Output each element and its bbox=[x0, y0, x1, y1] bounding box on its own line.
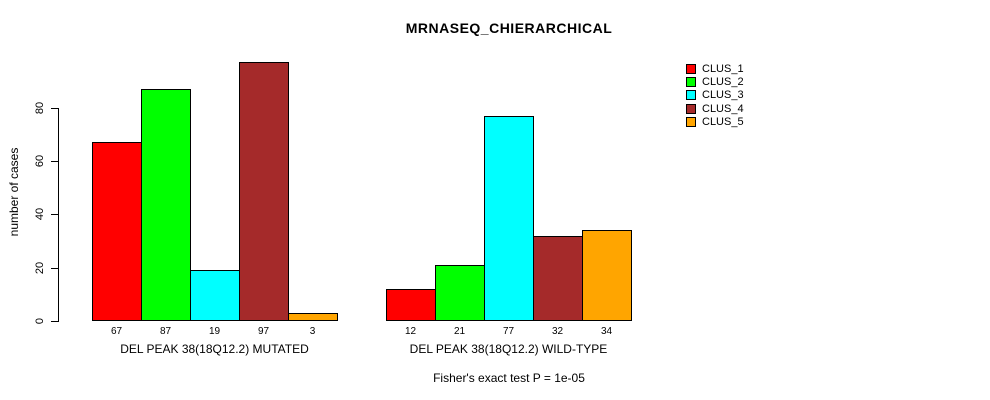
legend-label: CLUS_1 bbox=[702, 62, 744, 75]
y-axis-tick bbox=[51, 321, 58, 322]
bar-CLUS_1-group1 bbox=[92, 142, 142, 321]
bar-CLUS_5-group2 bbox=[582, 230, 632, 321]
y-axis-tick-label: 20 bbox=[34, 261, 46, 274]
legend-swatch-CLUS_4 bbox=[686, 103, 696, 114]
y-axis-tick-label: 40 bbox=[34, 208, 46, 221]
legend-swatch-CLUS_3 bbox=[686, 90, 696, 101]
y-axis-line bbox=[58, 107, 59, 322]
legend-item-CLUS_1: CLUS_1 bbox=[686, 62, 744, 75]
bar-value-label: 97 bbox=[257, 326, 270, 337]
bar-CLUS_4-group1 bbox=[239, 62, 289, 321]
y-axis-tick-label: 60 bbox=[34, 154, 46, 168]
y-axis-tick-label: 80 bbox=[34, 101, 46, 114]
fisher-test-annotation: Fisher's exact test P = 1e-05 bbox=[433, 371, 585, 385]
legend-label: CLUS_5 bbox=[702, 116, 744, 129]
bar-CLUS_5-group1 bbox=[288, 313, 338, 321]
bar-value-label: 67 bbox=[110, 326, 123, 337]
bar-value-label: 32 bbox=[551, 326, 564, 337]
bar-value-label: 77 bbox=[502, 326, 515, 337]
chart-title: MRNASEQ_CHIERARCHICAL bbox=[405, 20, 613, 36]
y-axis-tick bbox=[51, 214, 58, 216]
legend-item-CLUS_4: CLUS_4 bbox=[686, 102, 744, 115]
y-axis-tick bbox=[51, 267, 58, 269]
bar-CLUS_4-group2 bbox=[533, 236, 583, 321]
legend-swatch-CLUS_2 bbox=[686, 76, 696, 87]
legend-swatch-CLUS_5 bbox=[686, 117, 696, 128]
bar-value-label: 21 bbox=[453, 326, 466, 337]
bar-value-label: 12 bbox=[404, 326, 417, 337]
bar-value-label: 34 bbox=[600, 326, 613, 337]
bar-CLUS_2-group1 bbox=[141, 89, 191, 321]
legend-item-CLUS_5: CLUS_5 bbox=[686, 116, 744, 129]
legend-label: CLUS_2 bbox=[702, 75, 744, 88]
bar-value-label: 87 bbox=[159, 326, 172, 337]
legend-item-CLUS_3: CLUS_3 bbox=[686, 89, 744, 102]
y-axis-label: number of cases bbox=[7, 147, 21, 237]
bar-CLUS_1-group2 bbox=[386, 289, 436, 321]
x-axis-group-label: DEL PEAK 38(18Q12.2) MUTATED bbox=[120, 342, 309, 356]
legend-swatch-CLUS_1 bbox=[686, 63, 696, 74]
bar-CLUS_3-group1 bbox=[190, 270, 240, 321]
y-axis-tick bbox=[51, 160, 58, 162]
legend-item-CLUS_2: CLUS_2 bbox=[686, 75, 744, 88]
bar-value-label: 3 bbox=[309, 326, 316, 337]
bar-CLUS_2-group2 bbox=[435, 265, 485, 321]
y-axis-tick bbox=[51, 107, 58, 109]
x-axis-group-label: DEL PEAK 38(18Q12.2) WILD-TYPE bbox=[409, 342, 608, 356]
legend-label: CLUS_3 bbox=[702, 89, 744, 102]
bar-CLUS_3-group2 bbox=[484, 116, 534, 321]
bar-value-label: 19 bbox=[208, 326, 221, 337]
y-axis-tick-label: 0 bbox=[34, 317, 46, 325]
legend-label: CLUS_4 bbox=[702, 102, 744, 115]
